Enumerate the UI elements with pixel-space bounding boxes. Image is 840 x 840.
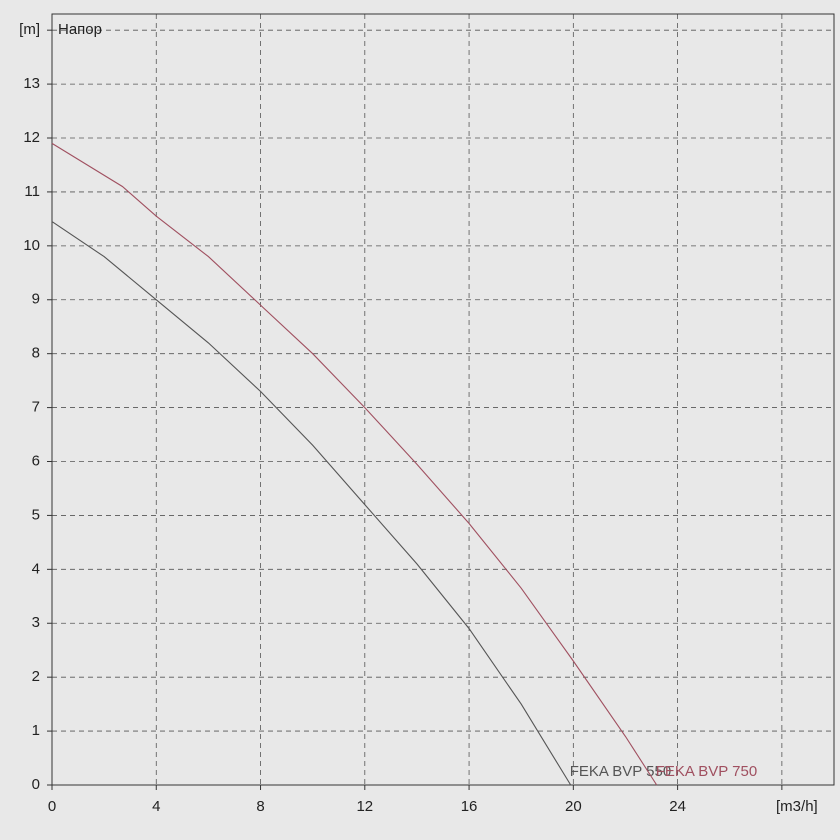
x-tick-label: 24 [669,798,686,815]
y-tick-label: 10 [23,237,40,254]
chart-title: Напор [58,21,102,38]
y-tick-label: 0 [32,776,40,793]
y-tick-label: [m] [19,21,40,38]
y-tick-label: 5 [32,506,40,523]
x-tick-label: 12 [356,798,373,815]
series-line [51,221,572,786]
y-tick-label: 13 [23,75,40,92]
plot-frame [51,13,835,786]
y-tick-label: 1 [32,722,40,739]
y-tick-label: 6 [32,452,40,469]
x-tick-label: 8 [256,798,264,815]
y-tick-label: 9 [32,291,40,308]
y-tick-label: 4 [32,560,40,577]
x-tick-label: 16 [461,798,478,815]
y-tick-label: 12 [23,129,40,146]
x-tick-label: 20 [565,798,582,815]
x-tick-label: 4 [152,798,160,815]
series-line [51,142,658,786]
y-tick-label: 3 [32,614,40,631]
y-tick-label: 8 [32,345,40,362]
x-tick-label: 0 [48,798,56,815]
x-tick-label: [m3/h] [776,798,818,815]
y-tick-label: 11 [24,183,40,200]
series-label: FEKA BVP 750 [656,763,757,780]
y-tick-label: 7 [32,399,40,416]
y-tick-label: 2 [32,668,40,685]
